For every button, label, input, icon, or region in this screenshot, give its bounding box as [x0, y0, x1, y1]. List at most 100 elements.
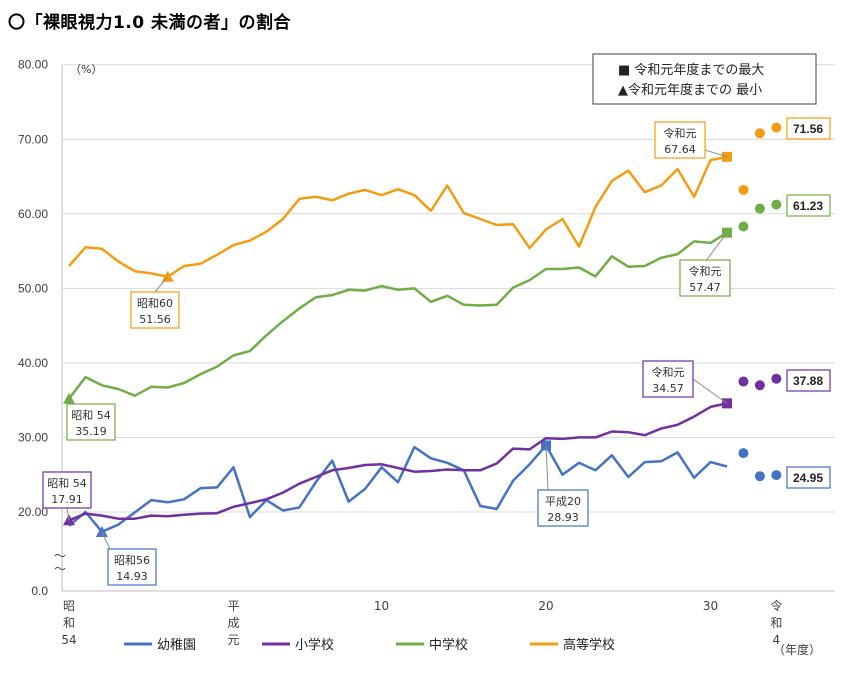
y-tick-label: 50.00: [18, 281, 48, 295]
callout-label: 令和元: [652, 365, 685, 379]
callout-box: [130, 291, 180, 329]
x-tick-char: 10: [374, 599, 389, 613]
dot-point: [771, 122, 782, 133]
min-callout: 昭和 54 35.19: [66, 398, 116, 441]
callout-value: 34.57: [652, 382, 684, 395]
callout-label: 昭和 54: [47, 477, 87, 490]
callout-leader: [704, 232, 728, 263]
x-tick-label: 平成元: [227, 599, 239, 647]
y-tick-label: 70.00: [18, 132, 48, 146]
x-tick-char: 平: [227, 599, 239, 613]
callout-value: 17.91: [51, 493, 83, 506]
marker-legend-item: ■ 令和元年度までの最大: [618, 62, 764, 78]
x-tick-label: 昭和 54: [61, 599, 76, 647]
x-tick-char: 昭: [63, 599, 75, 613]
max-callout: 令和元 67.64: [654, 121, 728, 159]
series-line-中学校: [68, 231, 728, 400]
x-tick-char: 和: [770, 616, 782, 630]
end-value: 24.95: [786, 466, 831, 489]
y-tick-label: 20.00: [18, 505, 48, 519]
min-marker: [161, 270, 174, 282]
x-tick-label: 10: [374, 599, 389, 613]
chart-title: 〇「裸眼視力1.0 未満の者」の割合: [8, 13, 292, 33]
callout-value: 57.47: [689, 281, 721, 294]
end-value-box: [786, 117, 831, 140]
end-value-box: [786, 369, 831, 392]
callout-box: [42, 471, 92, 509]
callout-value: 14.93: [116, 570, 148, 583]
end-value: 61.23: [786, 194, 831, 217]
callout-box: [654, 121, 706, 159]
y-tick-label: 0.0: [31, 584, 48, 598]
legend-item: 幼稚園: [124, 638, 196, 653]
legend-label: 高等学校: [563, 637, 615, 653]
callout-box: [107, 548, 157, 586]
y-tick-label: 60.00: [18, 207, 48, 221]
x-tick-label: 30: [703, 599, 718, 613]
grid-lines: [62, 64, 835, 592]
y-tick-label: 80.00: [18, 58, 48, 72]
callout-leader: [66, 507, 70, 521]
min-marker: [63, 392, 75, 404]
dot-point: [738, 376, 749, 387]
callout-box: [679, 259, 731, 297]
x-tick-char: 和: [63, 616, 75, 630]
callout-box: [642, 360, 694, 398]
callout-value: 35.19: [75, 425, 107, 438]
x-tick-char: 令: [770, 598, 782, 613]
x-tick-char: 20: [538, 599, 553, 613]
end-value-box: [786, 194, 831, 217]
plot-area: [63, 122, 782, 538]
dot-point: [738, 448, 749, 459]
end-value-box: [786, 466, 831, 489]
y-axis-unit: （%）: [70, 63, 102, 76]
dot-point: [738, 221, 749, 232]
dot-point: [754, 203, 765, 214]
callout-box: [66, 403, 116, 441]
end-value: 71.56: [786, 117, 831, 140]
series-line-小学校: [68, 402, 728, 522]
max-callout: 令和元 34.57: [642, 360, 728, 404]
y-axis: 0.0 20.00 30.00 40.00 50.00 60.00 70.00 80.00 （%…: [18, 58, 102, 598]
min-callout: 昭和56 14.93: [101, 531, 157, 586]
axis-break-mark: ～: [54, 562, 66, 576]
series-line-高等学校: [68, 155, 728, 278]
dot-point: [771, 199, 782, 210]
callout-label: 令和元: [689, 264, 722, 278]
callout-value: 28.93: [547, 511, 579, 524]
min-marker: [95, 526, 108, 538]
end-value: 37.88: [786, 369, 831, 392]
end-value-text: 61.23: [793, 199, 823, 213]
x-tick-char: 4: [773, 633, 781, 647]
marker-legend-item: ▲令和元年度までの 最小: [618, 82, 762, 98]
x-tick-char: 元: [227, 633, 239, 647]
dot-point: [754, 380, 765, 391]
callout-leader: [101, 531, 111, 550]
y-tick-label: 40.00: [18, 356, 48, 370]
x-axis: 昭和 54 平成元 10 20 30 令和 4（年度）: [61, 598, 821, 657]
callout-leader: [68, 398, 72, 405]
callout-leader: [545, 445, 549, 491]
max-callout: 令和元 57.47: [679, 232, 731, 297]
max-callout: 平成20 28.93: [537, 445, 589, 527]
dot-point: [738, 184, 749, 195]
axis-break-mark: ～: [54, 549, 66, 563]
callout-value: 67.64: [664, 143, 696, 156]
legend-label: 幼稚園: [157, 638, 196, 653]
x-tick-label: 20: [538, 599, 553, 613]
end-value-text: 24.95: [793, 471, 823, 485]
end-value-text: 37.88: [793, 374, 823, 388]
callout-label: 令和元: [664, 126, 697, 140]
callout-label: 平成20: [545, 495, 581, 508]
callout-leader: [692, 378, 728, 404]
min-callout: 昭和60 51.56: [130, 276, 180, 329]
legend-label: 小学校: [295, 637, 334, 653]
legend-label: 中学校: [429, 637, 468, 653]
callout-label: 昭和56: [114, 554, 150, 567]
dot-point: [771, 470, 782, 481]
callout-label: 昭和 54: [71, 409, 111, 422]
callout-value: 51.56: [139, 313, 171, 326]
dot-point: [771, 373, 782, 384]
marker-legend-box: ■ 令和元年度までの最大 ▲令和元年度までの 最小: [592, 53, 817, 105]
